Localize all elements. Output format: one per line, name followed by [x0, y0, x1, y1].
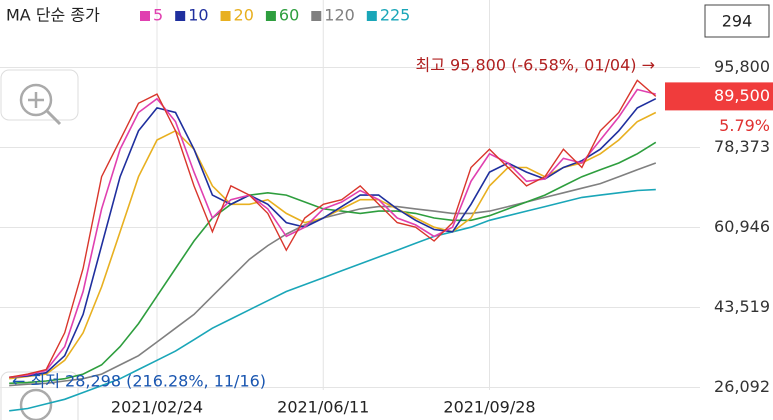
current-price-tag [665, 82, 773, 111]
zoom-icon [45, 109, 62, 126]
ma-line [9, 141, 657, 385]
low-annotation: ← 최저 28,298 (216.28%, 11/16) [12, 372, 266, 391]
legend-title: MA 단순 종가 [6, 6, 100, 25]
legend-label: 225 [380, 6, 411, 25]
legend-swatch [140, 11, 150, 21]
ma-line [9, 88, 656, 379]
high-annotation: 최고 95,800 (-6.58%, 01/04) → [416, 56, 655, 75]
y-tick-label: 43,519 [714, 297, 770, 316]
legend-label: 5 [153, 6, 163, 25]
legend-label: 60 [279, 6, 299, 25]
y-tick-label: 78,373 [714, 137, 770, 156]
y-tick-label: 60,946 [714, 217, 770, 236]
ma-line [9, 162, 657, 387]
change-label: 5.79% [719, 116, 770, 135]
legend-label: 10 [188, 6, 208, 25]
legend-swatch [175, 11, 186, 21]
ma-line [9, 188, 656, 412]
y-tick-label: 95,800 [714, 57, 770, 76]
current-price-label: 89,500 [714, 86, 770, 105]
x-tick-label: 2021/09/28 [443, 398, 535, 417]
legend-swatch [311, 11, 322, 21]
x-tick-label: 2021/02/24 [111, 398, 203, 417]
zoom-in-button[interactable] [0, 69, 79, 126]
legend-label: 120 [324, 6, 355, 25]
legend-swatch [265, 11, 276, 21]
y-tick-label: 26,092 [714, 377, 770, 396]
legend-swatch [366, 11, 377, 21]
x-tick-label: 2021/06/11 [277, 398, 369, 417]
price-line [9, 79, 657, 378]
count-label: 294 [722, 12, 753, 31]
zoom-icon [19, 83, 53, 117]
zoom-icon [19, 388, 53, 420]
ma-line [9, 111, 657, 380]
zoom-button-bg [0, 69, 79, 121]
ma-line [9, 97, 657, 379]
legend-swatch [220, 11, 231, 21]
legend-label: 20 [234, 6, 254, 25]
count-box [704, 4, 770, 38]
